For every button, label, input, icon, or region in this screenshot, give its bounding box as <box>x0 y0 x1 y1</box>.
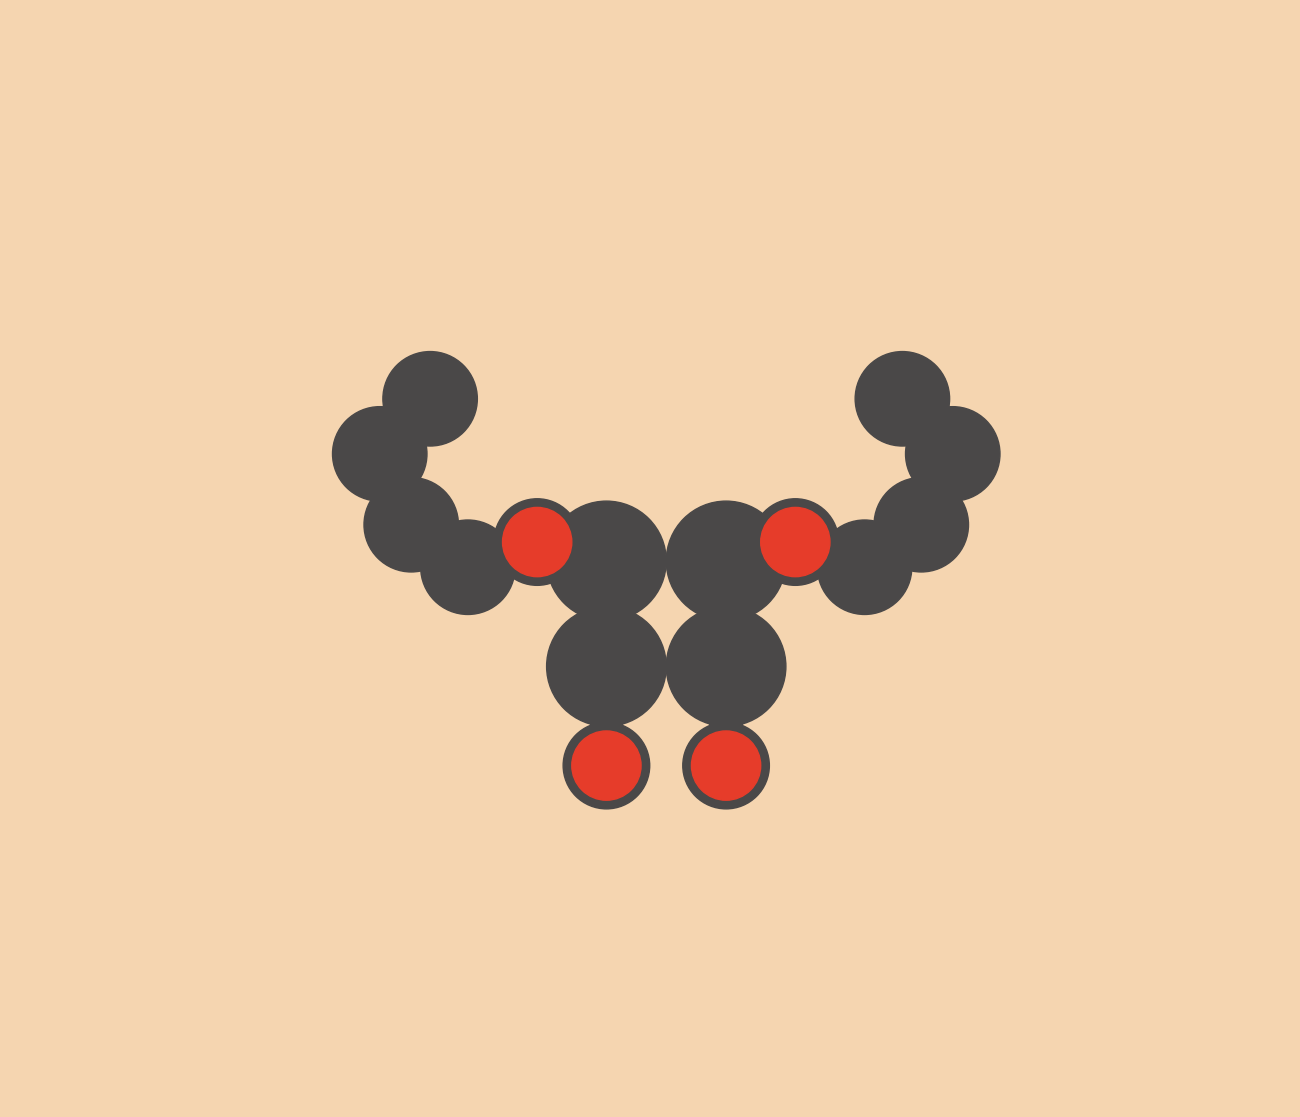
Circle shape <box>494 499 581 585</box>
Circle shape <box>906 407 1000 502</box>
Circle shape <box>546 607 666 726</box>
Circle shape <box>818 521 911 614</box>
Circle shape <box>666 607 786 726</box>
Circle shape <box>855 352 949 446</box>
Circle shape <box>503 507 572 576</box>
Circle shape <box>751 499 838 585</box>
Circle shape <box>563 723 650 809</box>
Circle shape <box>760 507 829 576</box>
Circle shape <box>692 731 760 800</box>
Circle shape <box>364 477 459 572</box>
Circle shape <box>572 731 641 800</box>
Circle shape <box>546 502 666 621</box>
Circle shape <box>874 477 968 572</box>
Circle shape <box>682 723 770 809</box>
Circle shape <box>384 352 477 446</box>
Circle shape <box>421 521 515 614</box>
Circle shape <box>666 502 786 621</box>
Circle shape <box>333 407 426 502</box>
